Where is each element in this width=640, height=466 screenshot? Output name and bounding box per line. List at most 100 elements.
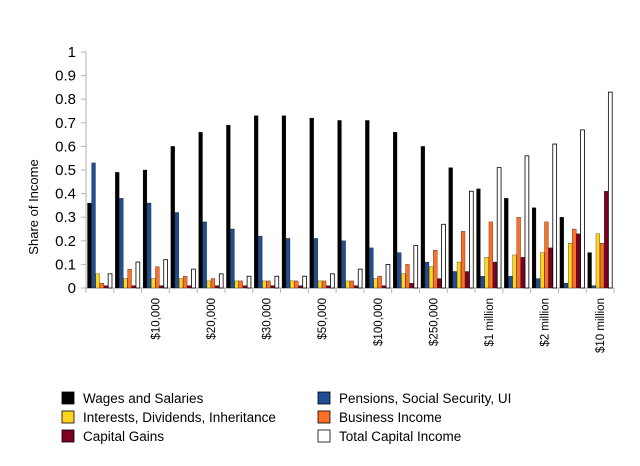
y-tick-label: 0.7: [55, 115, 76, 132]
bar: [270, 285, 275, 289]
bar: [131, 285, 136, 289]
bar: [151, 278, 156, 289]
bar: [401, 273, 406, 289]
bar: [353, 285, 359, 289]
bar: [202, 221, 207, 289]
bar: [262, 280, 267, 289]
y-tick-label: 0.8: [55, 91, 76, 108]
bar: [135, 261, 141, 289]
bar: [516, 217, 521, 289]
legend-swatch: [317, 410, 331, 424]
x-tick-label: $2 million: [540, 298, 552, 347]
bar: [107, 273, 113, 289]
bar: [337, 120, 342, 289]
bar: [123, 278, 128, 289]
bar: [587, 252, 592, 289]
legend-item: Interests, Dividends, Inheritance: [61, 410, 276, 425]
bar: [191, 268, 196, 289]
bar: [298, 285, 303, 289]
bar: [349, 280, 354, 289]
legend-item: Wages and Salaries: [61, 391, 204, 406]
bar: [330, 273, 335, 289]
x-tick-label: $10,000: [150, 298, 162, 340]
bar: [178, 278, 184, 289]
legend-label: Interests, Dividends, Inheritance: [83, 410, 276, 425]
bar: [599, 243, 605, 289]
bar: [290, 280, 295, 289]
bar: [397, 252, 402, 289]
bar: [409, 283, 414, 289]
bar: [393, 132, 398, 289]
bar: [198, 132, 203, 289]
legend-label: Wages and Salaries: [83, 391, 204, 406]
bar: [433, 250, 438, 289]
bar: [238, 280, 243, 289]
bar: [99, 283, 104, 289]
bar: [381, 285, 386, 289]
bar: [531, 207, 537, 289]
x-tick-label: $50,000: [317, 298, 329, 340]
bar: [452, 271, 457, 289]
bar: [548, 247, 553, 289]
x-tick-label: $250,000: [428, 298, 440, 346]
bar: [286, 238, 291, 289]
bar: [572, 228, 577, 289]
bar: [429, 266, 434, 289]
bar: [210, 278, 216, 289]
legend-item: Business Income: [317, 410, 442, 425]
bar: [274, 275, 280, 289]
bar: [520, 257, 525, 289]
bar: [155, 266, 160, 289]
bar: [580, 129, 585, 289]
bar: [87, 202, 92, 289]
bar: [365, 120, 370, 289]
bar: [254, 115, 259, 289]
bar: [302, 275, 307, 289]
bar: [226, 125, 231, 289]
y-tick-label: 0.1: [55, 256, 76, 273]
y-tick-label: 0.9: [55, 68, 76, 85]
bar: [476, 188, 481, 289]
bar: [405, 264, 410, 289]
legend-label: Total Capital Income: [339, 429, 461, 444]
bar: [95, 273, 100, 289]
bar: [159, 285, 164, 289]
bar: [170, 146, 175, 289]
y-tick-label: 0.6: [55, 138, 76, 155]
bar: [544, 221, 549, 289]
y-tick-label: 0.4: [55, 186, 76, 203]
bar: [369, 247, 374, 289]
bar: [504, 198, 509, 289]
bar: [345, 280, 350, 289]
y-tick-label: 1: [68, 44, 76, 61]
bar: [568, 243, 573, 289]
bar: [127, 268, 132, 289]
bar: [230, 228, 235, 289]
series-business-income: [99, 217, 605, 289]
series-capital-gains: [103, 191, 609, 289]
bar: [420, 146, 425, 289]
bar: [595, 233, 600, 289]
bar: [206, 280, 211, 289]
bar: [488, 221, 493, 289]
bar-series-group: [87, 91, 613, 289]
bar: [266, 280, 271, 289]
bar: [385, 263, 391, 289]
bar: [437, 278, 442, 289]
bar: [480, 276, 485, 289]
bar: [607, 91, 613, 289]
bar: [448, 167, 453, 289]
bar: [465, 271, 470, 289]
x-tick-label: $20,000: [206, 298, 218, 340]
legend-label: Pensions, Social Security, UI: [339, 391, 511, 406]
bar: [91, 162, 96, 289]
bar: [183, 276, 188, 289]
bar: [281, 115, 287, 289]
y-tick-label: 0: [68, 280, 76, 297]
bar: [424, 261, 430, 289]
legend-label: Business Income: [339, 410, 442, 425]
bar: [341, 240, 346, 289]
tick-labels: 0 0.1 0.2 0.3 0.4 0.5 0.6 0.7 0.8 0.9 1 $10,000 $20,…: [55, 44, 607, 353]
bar: [246, 275, 252, 289]
